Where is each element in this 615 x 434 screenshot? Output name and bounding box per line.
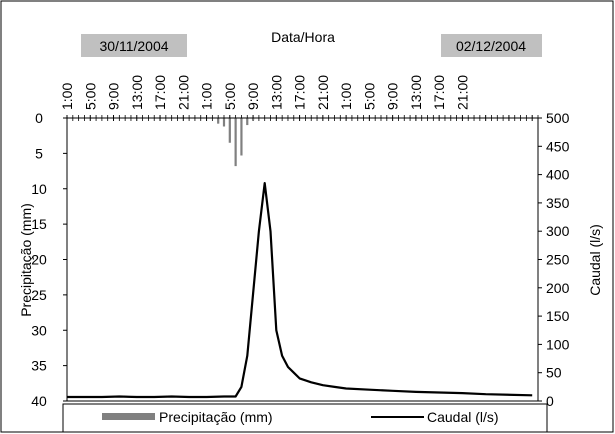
precipitation-bar (240, 118, 243, 156)
precipitation-bar (251, 118, 255, 121)
x-tick-label: 13:00 (129, 75, 145, 110)
flow-line-series (67, 182, 533, 399)
x-tick-label: 13:00 (408, 75, 424, 110)
x-tick-label: 21:00 (175, 75, 191, 110)
y-left-tick-label: 5 (35, 145, 43, 161)
x-tick-label: 5:00 (82, 83, 98, 110)
y-right-tick-label: 450 (546, 138, 570, 154)
y-left-axis: 0 5 10 15 20 25 30 35 40 (31, 110, 67, 409)
x-tick-label: 9:00 (385, 83, 401, 110)
x-tick-label: 21:00 (315, 75, 331, 110)
y-right-label: Caudal (l/s) (587, 224, 603, 296)
x-tick-label: 1:00 (59, 83, 75, 110)
date-box-left (81, 34, 187, 57)
y-right-tick-label: 350 (546, 195, 570, 211)
y-right-tick-label: 500 (546, 110, 570, 126)
x-tick-label: 9:00 (106, 83, 122, 110)
x-tick-label: 21:00 (454, 75, 470, 110)
date-box-right (441, 34, 542, 57)
y-right-tick-label: 300 (546, 223, 570, 239)
legend-swatch-precipitation (102, 413, 155, 420)
x-axis-ticks: 1:00 5:00 9:00 13:00 17:00 21:00 1:00 5:00 9:00 1… (59, 75, 539, 121)
y-left-tick-label: 30 (31, 322, 47, 338)
y-left-tick-label: 25 (31, 287, 47, 303)
date-label-left: 30/11/2004 (99, 38, 168, 54)
precipitation-bars (217, 118, 255, 167)
chart-title: Data/Hora (271, 29, 335, 45)
x-tick-label: 17:00 (431, 75, 447, 110)
y-right-tick-label: 250 (546, 252, 570, 268)
y-left-tick-label: 0 (35, 110, 43, 126)
x-tick-label: 17:00 (152, 75, 168, 110)
y-right-tick-label: 0 (546, 393, 554, 409)
x-tick-label: 5:00 (361, 83, 377, 110)
date-label-right: 02/12/2004 (456, 38, 526, 54)
x-tick-label: 1:00 (338, 83, 354, 110)
y-right-tick-label: 100 (546, 336, 570, 352)
x-tick-label: 1:00 (199, 83, 215, 110)
y-left-tick-label: 35 (31, 358, 47, 374)
flow-line (67, 182, 533, 399)
y-right-axis: 0 50 100 150 200 250 300 350 400 450 500 (538, 110, 570, 409)
precipitation-bar (217, 118, 220, 124)
y-right-tick-label: 150 (546, 308, 570, 324)
x-tick-label: 9:00 (245, 83, 261, 110)
legend-label-flow: Caudal (l/s) (427, 409, 499, 425)
precipitation-bar (234, 118, 237, 167)
legend: Precipitação (mm) Caudal (l/s) (62, 403, 548, 433)
y-left-label: Precipitação (mm) (18, 203, 34, 317)
y-left-tick-label: 15 (31, 216, 47, 232)
y-right-tick-label: 200 (546, 280, 570, 296)
plot-area-border (66, 117, 539, 402)
precipitation-bar (228, 118, 231, 143)
y-right-tick-label: 50 (546, 365, 562, 381)
y-right-tick-label: 400 (546, 167, 570, 183)
y-left-tick-label: 10 (31, 181, 47, 197)
precipitation-bar (246, 118, 249, 126)
legend-label-precipitation: Precipitação (mm) (159, 409, 273, 425)
x-tick-label: 17:00 (292, 75, 308, 110)
y-left-tick-label: 20 (31, 252, 47, 268)
precipitation-bar (222, 118, 226, 127)
x-tick-label: 5:00 (222, 83, 238, 110)
y-left-tick-label: 40 (31, 393, 47, 409)
x-tick-label: 13:00 (268, 75, 284, 110)
